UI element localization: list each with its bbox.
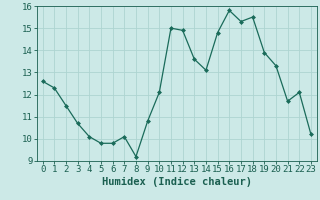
X-axis label: Humidex (Indice chaleur): Humidex (Indice chaleur) — [102, 177, 252, 187]
